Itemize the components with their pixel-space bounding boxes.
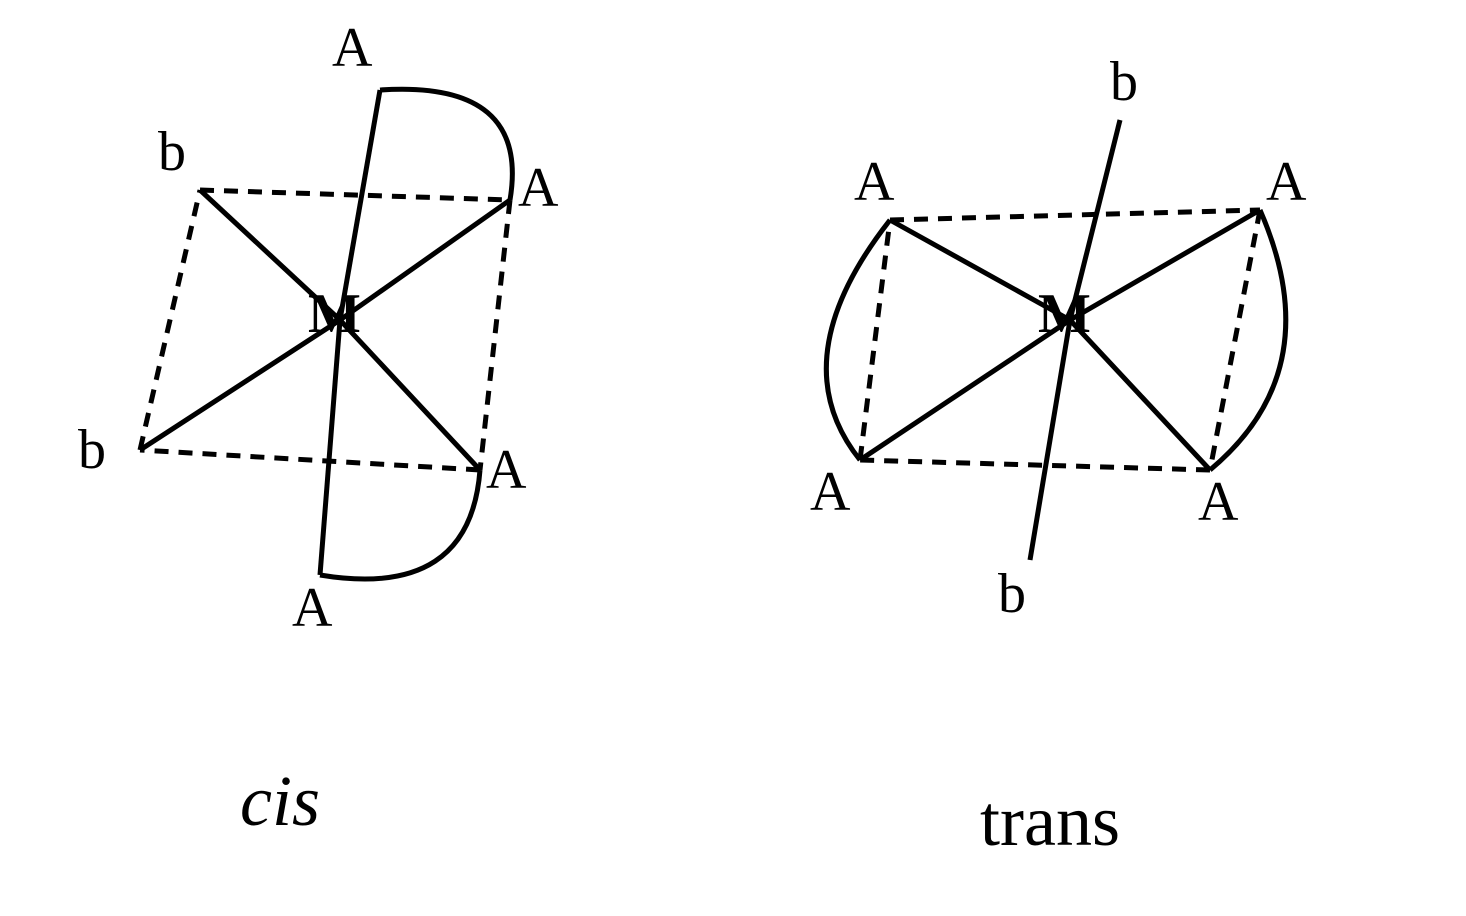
trans-svg xyxy=(790,0,1370,700)
trans-label-bottom: b xyxy=(998,562,1026,626)
cis-edge-bottom xyxy=(140,450,480,470)
cis-edge-top xyxy=(200,190,510,200)
trans-edge-right xyxy=(1210,210,1260,470)
cis-arc-bottom xyxy=(320,470,480,579)
trans-caption: trans xyxy=(980,780,1120,863)
trans-label-bl: A xyxy=(810,460,850,524)
cis-label-center: M xyxy=(308,282,361,346)
trans-label-top: b xyxy=(1110,50,1138,114)
trans-bond-tr xyxy=(1070,210,1260,320)
cis-label-br: A xyxy=(486,438,526,502)
trans-edge-bottom xyxy=(860,460,1210,470)
cis-arc-top xyxy=(380,89,512,200)
cis-label-bottom: A xyxy=(292,576,332,640)
trans-arc-left xyxy=(826,220,890,460)
cis-bond-bottom xyxy=(320,320,340,575)
cis-edge-left xyxy=(140,190,200,450)
trans-arc-right xyxy=(1210,210,1286,470)
cis-bond-tr xyxy=(340,200,510,320)
cis-diagram: M A A A A b b xyxy=(60,0,620,700)
cis-label-top: A xyxy=(332,16,372,80)
trans-label-tr: A xyxy=(1266,150,1306,214)
trans-edge-top xyxy=(890,210,1260,220)
cis-label-bl: b xyxy=(78,418,106,482)
trans-label-br: A xyxy=(1198,470,1238,534)
trans-bond-br xyxy=(1070,320,1210,470)
trans-diagram: M b b A A A A xyxy=(790,0,1370,700)
trans-label-center: M xyxy=(1038,282,1091,346)
trans-label-tl: A xyxy=(854,150,894,214)
cis-svg xyxy=(60,0,620,700)
cis-caption: cis xyxy=(240,760,320,843)
cis-edge-right xyxy=(480,200,510,470)
cis-label-tr: A xyxy=(518,156,558,220)
cis-bond-br xyxy=(340,320,480,470)
cis-label-tl: b xyxy=(158,120,186,184)
trans-bond-bottom xyxy=(1030,320,1070,560)
